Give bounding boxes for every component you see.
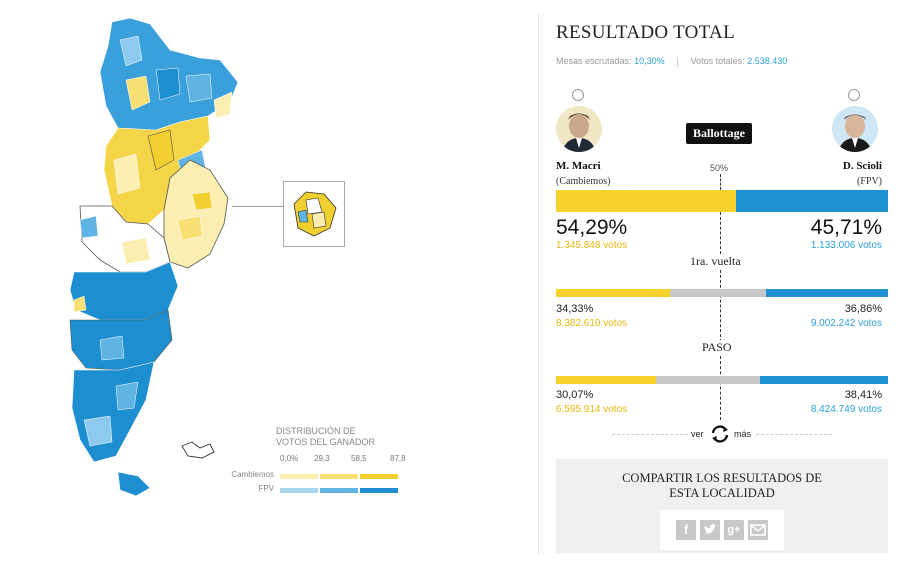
macri-name: M. Macri [556,160,601,172]
macri-primera-pct: 34,33% [556,303,594,315]
bar-segment-fpv [736,190,888,212]
scioli-name: D. Scioli [842,160,882,172]
midline [720,270,721,342]
argentina-map[interactable] [60,10,240,500]
midline [720,212,721,254]
primera-vuelta-label: 1ra. vuelta [686,254,745,269]
page-title: RESULTADO TOTAL [556,22,735,43]
mesas-label: Mesas escrutadas: [556,56,632,66]
macri-avatar [556,106,602,152]
bar-segment-cambiemos [556,376,656,384]
paso-label: PASO [698,340,736,355]
malvinas-islands [181,441,215,459]
meta-separator [677,56,679,67]
bar-segment-cambiemos [556,289,670,297]
share-buttons: f g+ [660,510,784,550]
facebook-icon[interactable]: f [676,520,696,540]
gba-inset-map[interactable] [283,181,345,247]
legend-swatch [320,474,358,479]
region-santa-cruz[interactable] [71,361,155,463]
inset-connector [232,206,283,207]
legend-swatch [320,488,358,493]
select-macri-radio[interactable] [572,89,584,101]
map-area: DISTRIBUCIÓN DE VOTOS DEL GANADOR 0,0% 2… [60,10,412,500]
count-summary: Mesas escrutadas: 10,30% Votos totales: … [556,56,787,67]
region-tierra-del-fuego[interactable] [117,471,151,497]
google-plus-icon[interactable]: g+ [724,520,744,540]
share-panel: COMPARTIR LOS RESULTADOS DE ESTA LOCALID… [556,459,888,553]
mas-label: más [734,429,752,439]
votos-label: Votos totales: [690,56,745,66]
macri-primera-votes: 8.382.610 votos [556,318,628,329]
legend-tick: 58,5 [351,454,367,463]
scioli-paso-pct: 38,41% [844,389,882,401]
mesas-value: 10,30% [634,56,665,66]
midline [720,356,721,420]
scioli-primera-pct: 36,86% [844,303,882,315]
bar-segment-other [655,376,761,384]
legend-swatch [280,474,318,479]
bar-segment-cambiemos [556,190,737,212]
paso-bar[interactable] [556,376,888,384]
email-icon[interactable] [748,520,768,540]
legend-swatch [360,474,398,479]
primera-vuelta-bar[interactable] [556,289,888,297]
legend-label: Cambiemos [231,470,274,479]
map-legend: DISTRIBUCIÓN DE VOTOS DEL GANADOR 0,0% 2… [222,426,412,493]
fifty-percent-marker: 50% [710,163,729,173]
legend-tick: 0,0% [280,454,299,463]
macri-ballottage-votes: 1.345.848 votos [556,240,628,251]
results-panel: RESULTADO TOTAL Mesas escrutadas: 10,30%… [556,0,888,566]
share-title: COMPARTIR LOS RESULTADOS DE ESTA LOCALID… [622,471,822,500]
macri-party: (Cambiemos) [556,176,611,187]
scioli-paso-votes: 8.424.749 votos [810,404,882,415]
bar-segment-other [669,289,766,297]
scioli-party: (FPV) [856,176,882,187]
macri-ballottage-pct: 54,29% [556,216,628,239]
bar-segment-fpv [760,376,888,384]
votos-value: 2.538.430 [747,56,788,66]
midline [720,174,721,190]
region-buenos-aires[interactable] [163,159,229,269]
refresh-icon[interactable] [709,424,731,444]
legend-label: FPV [258,484,274,493]
bar-segment-fpv [765,289,888,297]
twitter-icon[interactable] [700,520,720,540]
ver-mas-toggle[interactable]: ver más [556,424,888,444]
macri-paso-votes: 6.595.914 votos [556,404,628,415]
legend-title-line1: DISTRIBUCIÓN DE [276,426,356,436]
legend-tick: 87,8 [390,454,406,463]
scioli-primera-votes: 9.002.242 votos [810,318,882,329]
macri-paso-pct: 30,07% [556,389,594,401]
select-scioli-radio[interactable] [848,89,860,101]
legend-swatch [360,488,398,493]
ballottage-badge: Ballottage [686,123,752,144]
legend-swatch [280,488,318,493]
legend-tick: 29,3 [314,454,330,463]
panel-divider [538,14,539,554]
divider-line [612,434,688,435]
scioli-ballottage-votes: 1.133.006 votos [810,240,882,251]
ballottage-bar[interactable] [556,190,888,212]
scioli-avatar [832,106,878,152]
divider-line [756,434,832,435]
scioli-ballottage-pct: 45,71% [810,216,882,239]
ver-label: ver [691,429,704,439]
legend-title-line2: VOTOS DEL GANADOR [276,437,376,447]
